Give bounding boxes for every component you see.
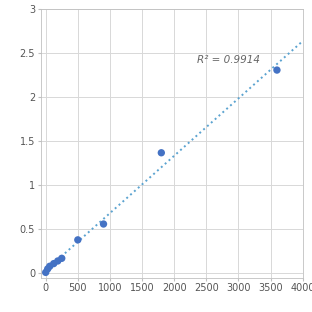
Point bbox=[51, 261, 56, 266]
Point bbox=[101, 222, 106, 227]
Point bbox=[43, 270, 48, 275]
Point bbox=[47, 264, 52, 269]
Point bbox=[75, 237, 80, 242]
Point bbox=[275, 68, 280, 73]
Point bbox=[45, 266, 50, 271]
Point bbox=[159, 150, 164, 155]
Text: R² = 0.9914: R² = 0.9914 bbox=[197, 56, 260, 66]
Point bbox=[59, 256, 64, 261]
Point bbox=[55, 258, 60, 263]
